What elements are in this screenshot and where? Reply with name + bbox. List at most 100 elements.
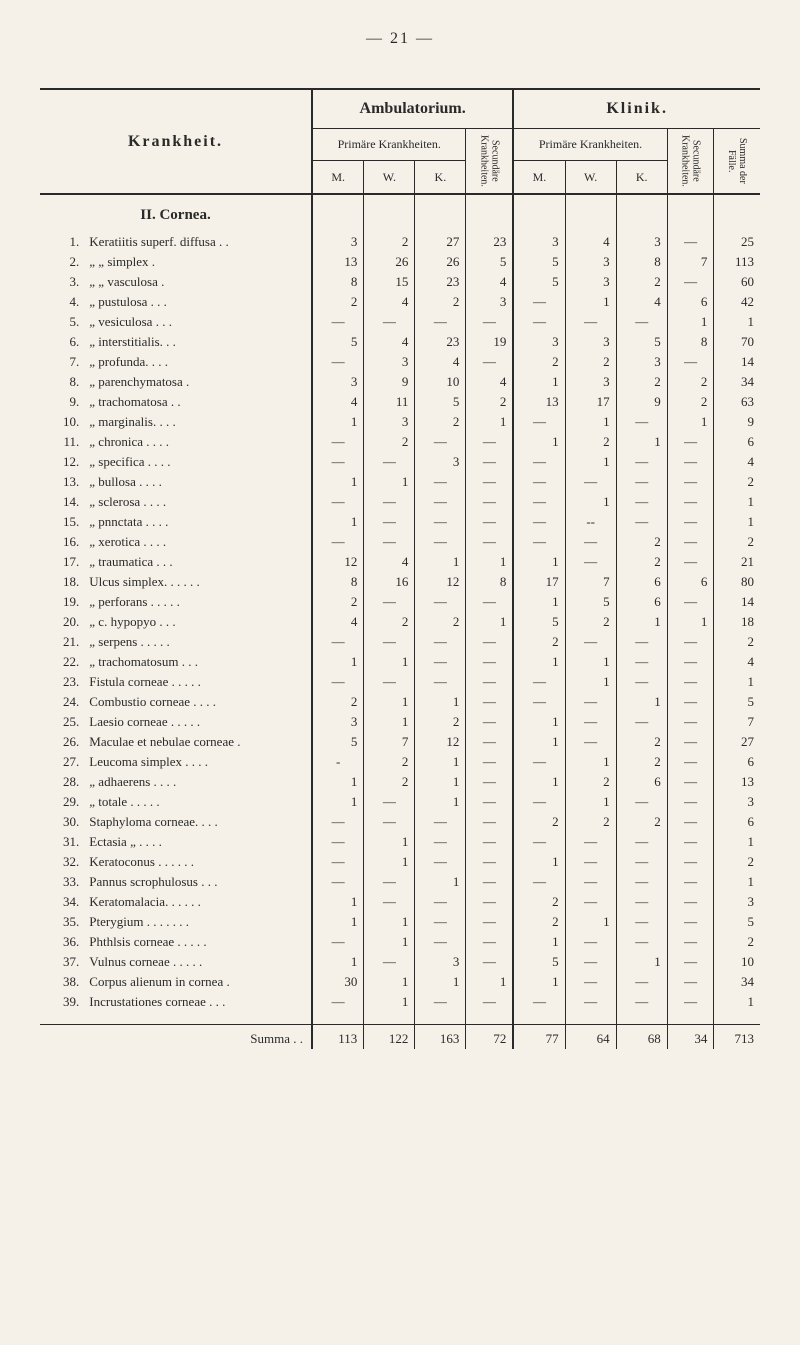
cell: 23 [415, 272, 466, 292]
cell: 2 [312, 292, 364, 312]
cell: — [565, 472, 616, 492]
cell: 12 [415, 732, 466, 752]
cell: — [565, 692, 616, 712]
cell: — [667, 692, 714, 712]
cell: 4 [312, 392, 364, 412]
row-label: „ perforans . . . . . [85, 592, 312, 612]
cell: 4 [466, 372, 513, 392]
row-label: „ chronica . . . . [85, 432, 312, 452]
cell: 9 [714, 412, 760, 432]
head-klinik: Klinik. [513, 89, 760, 129]
cell: 10 [415, 372, 466, 392]
cell: — [466, 772, 513, 792]
cell: 1 [364, 852, 415, 872]
cell: — [616, 872, 667, 892]
row-label: Combustio corneae . . . . [85, 692, 312, 712]
cell: 1 [415, 752, 466, 772]
cell: 1 [312, 412, 364, 432]
cell: 1 [565, 412, 616, 432]
cell: 3 [513, 332, 565, 352]
section-title: II. Cornea. [40, 194, 312, 232]
cell: 1 [415, 692, 466, 712]
page-number: 21 [40, 30, 760, 48]
row-number: 15. [40, 512, 85, 532]
cell: 5 [312, 732, 364, 752]
cell: 2 [714, 632, 760, 652]
cell: 2 [565, 612, 616, 632]
cell: 8 [312, 272, 364, 292]
cell: 7 [667, 252, 714, 272]
table-row: 15. „ pnnctata . . . .1————--——1 [40, 512, 760, 532]
cell: 4 [714, 452, 760, 472]
cell: 21 [714, 552, 760, 572]
row-number: 37. [40, 952, 85, 972]
section-row: II. Cornea. [40, 194, 760, 232]
cell: 8 [616, 252, 667, 272]
cell: 2 [364, 612, 415, 632]
cell: 4 [565, 232, 616, 252]
cell: 42 [714, 292, 760, 312]
cell: 2 [513, 352, 565, 372]
row-number: 9. [40, 392, 85, 412]
row-label: „ traumatica . . . [85, 552, 312, 572]
cell: — [466, 532, 513, 552]
cell: 70 [714, 332, 760, 352]
cell: 15 [364, 272, 415, 292]
cell: 1 [312, 912, 364, 932]
cell: — [667, 992, 714, 1012]
cell: — [513, 672, 565, 692]
row-number: 24. [40, 692, 85, 712]
cell: 2 [714, 472, 760, 492]
summa-cell: 68 [616, 1025, 667, 1050]
head-k-1: K. [415, 161, 466, 194]
cell: 6 [667, 292, 714, 312]
cell: — [466, 492, 513, 512]
cell: 1 [667, 312, 714, 332]
cell: — [466, 472, 513, 492]
cell: — [616, 852, 667, 872]
row-label: Ectasia „ . . . . [85, 832, 312, 852]
cell: 60 [714, 272, 760, 292]
cell: - [312, 752, 364, 772]
cell: 5 [714, 912, 760, 932]
table-row: 33.Pannus scrophulosus . . .——1—————1 [40, 872, 760, 892]
cell: — [415, 592, 466, 612]
table-row: 36.Phthlsis corneae . . . . .—1——1———2 [40, 932, 760, 952]
cell: 6 [616, 572, 667, 592]
head-m-2: M. [513, 161, 565, 194]
cell: — [466, 672, 513, 692]
cell: — [312, 992, 364, 1012]
cell: 1 [565, 292, 616, 312]
cell: 2 [513, 892, 565, 912]
cell: — [667, 712, 714, 732]
cell: 2 [364, 432, 415, 452]
row-label: „ c. hypopyo . . . [85, 612, 312, 632]
cell: 13 [714, 772, 760, 792]
summa-label: Summa . . [40, 1025, 312, 1050]
row-number: 18. [40, 572, 85, 592]
cell: 2 [616, 272, 667, 292]
cell: 4 [415, 352, 466, 372]
cell: — [513, 512, 565, 532]
table-row: 5. „ vesiculosa . . .———————11 [40, 312, 760, 332]
cell: 2 [415, 712, 466, 732]
cell: 3 [466, 292, 513, 312]
cell: — [312, 812, 364, 832]
table-row: 23.Fistula corneae . . . . .—————1——1 [40, 672, 760, 692]
cell: 2 [364, 232, 415, 252]
cell: 12 [415, 572, 466, 592]
row-number: 5. [40, 312, 85, 332]
cell: 1 [513, 552, 565, 572]
cell: — [415, 852, 466, 872]
row-number: 4. [40, 292, 85, 312]
cell: 5 [616, 332, 667, 352]
cell: — [667, 492, 714, 512]
cell: — [667, 352, 714, 372]
cell: — [364, 312, 415, 332]
cell: — [513, 312, 565, 332]
row-label: „ marginalis. . . . [85, 412, 312, 432]
cell: 1 [415, 552, 466, 572]
row-number: 16. [40, 532, 85, 552]
cell: — [466, 872, 513, 892]
cell: 1 [364, 712, 415, 732]
